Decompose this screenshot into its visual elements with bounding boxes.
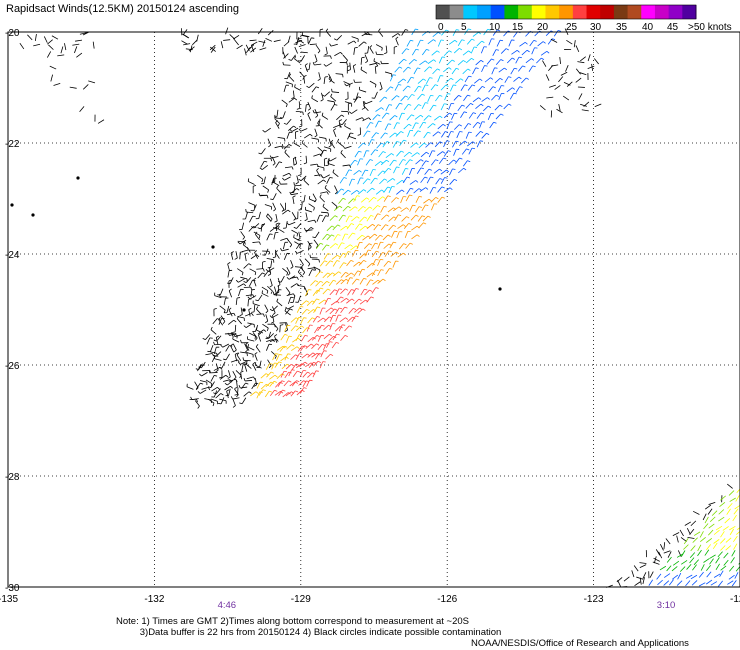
legend-swatch — [613, 5, 629, 19]
credit-line: NOAA/NESDIS/Office of Research and Appli… — [471, 638, 689, 649]
lat-tick-label: -26 — [5, 361, 20, 372]
legend-label: 30 — [590, 22, 602, 33]
legend-swatch — [518, 5, 533, 19]
island-dot — [31, 213, 35, 217]
time-label-1: 3:10 — [656, 600, 676, 611]
lon-tick-label: -132 — [144, 594, 164, 605]
legend-swatch — [572, 5, 588, 19]
longitude-labels: -135 -132 -129 -126 -123 -120 — [0, 594, 740, 605]
lat-tick-label: -24 — [5, 250, 20, 261]
legend-label: 25 — [566, 22, 578, 33]
legend-swatch — [490, 5, 505, 19]
map-frame — [7, 31, 740, 588]
legend-swatch — [627, 5, 642, 19]
footnote-line-1: Note: 1) Times are GMT 2)Times along bot… — [116, 616, 469, 627]
lat-tick-label: -28 — [5, 472, 20, 483]
legend-swatch — [504, 5, 519, 19]
legend-label: 10 — [489, 22, 501, 33]
latitude-labels: -20 -22 -24 -26 -28 -30 — [5, 28, 20, 594]
map-title: Rapidsact Winds(12.5KM) 20150124 ascendi… — [6, 3, 239, 15]
lat-lon-grid — [8, 32, 740, 587]
legend-label: 40 — [642, 22, 654, 33]
lon-tick-label: -120 — [730, 594, 740, 605]
legend-swatch — [641, 5, 656, 19]
legend-label: 20 — [537, 22, 549, 33]
color-legend: 0 5 10 15 20 25 30 35 40 45 >50 knots — [435, 4, 732, 33]
wind-swath-southeast — [606, 483, 740, 588]
legend-swatch — [682, 5, 697, 19]
legend-label: >50 knots — [688, 22, 732, 33]
island-dot — [242, 308, 246, 312]
islands — [10, 176, 502, 312]
legend-swatch — [545, 5, 560, 19]
legend-swatch — [463, 5, 478, 19]
wind-swath-main — [19, 27, 602, 409]
footnote: Note: 1) Times are GMT 2)Times along bot… — [116, 616, 501, 638]
lat-tick-label: -20 — [5, 28, 20, 39]
legend-swatch — [449, 5, 464, 19]
island-dot — [498, 287, 502, 291]
lon-tick-label: -135 — [0, 594, 18, 605]
legend-swatch — [436, 5, 451, 19]
legend-label: 5 — [461, 22, 467, 33]
legend-swatch — [586, 5, 601, 19]
island-dot — [211, 245, 215, 249]
island-dot — [10, 203, 14, 207]
lon-tick-label: -126 — [437, 594, 457, 605]
legend-swatch — [654, 5, 670, 19]
time-label-0: 4:46 — [217, 600, 237, 611]
legend-label: 15 — [512, 22, 524, 33]
footnote-line-2: 3)Data buffer is 22 hrs from 20150124 4)… — [116, 627, 502, 638]
legend-label: 45 — [667, 22, 679, 33]
lon-tick-label: -129 — [291, 594, 311, 605]
legend-swatch — [559, 5, 574, 19]
legend-label: 0 — [438, 22, 444, 33]
lon-tick-label: -123 — [584, 594, 604, 605]
lat-tick-label: -30 — [5, 583, 20, 594]
legend-label: 35 — [616, 22, 628, 33]
legend-swatch — [600, 5, 615, 19]
legend-swatch — [477, 5, 492, 19]
lat-tick-label: -22 — [5, 139, 20, 150]
legend-swatch — [531, 5, 546, 19]
island-dot — [76, 176, 80, 180]
legend-swatch — [668, 5, 683, 19]
